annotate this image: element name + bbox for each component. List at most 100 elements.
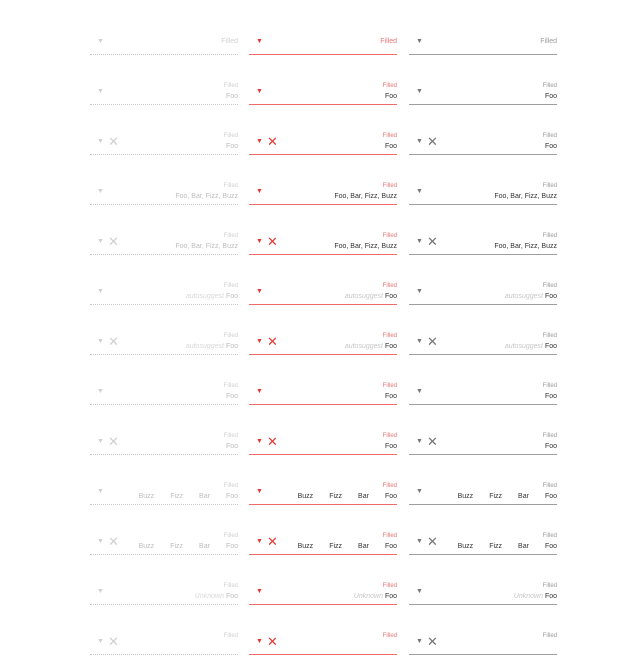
field-underline [90, 204, 238, 205]
clear-icon[interactable]: ✕ [427, 434, 438, 449]
clear-icon[interactable]: ✕ [267, 634, 278, 649]
chip[interactable]: Fizz [489, 543, 503, 550]
field-label: Filled [542, 483, 557, 489]
dropdown-arrow-icon[interactable]: ▼ [416, 38, 423, 45]
field-underline [409, 404, 557, 405]
dropdown-arrow-icon: ▼ [97, 488, 104, 495]
dropdown-arrow-icon[interactable]: ▼ [256, 588, 263, 595]
dropdown-arrow-icon[interactable]: ▼ [416, 188, 423, 195]
clear-icon[interactable]: ✕ [267, 434, 278, 449]
select-field-default[interactable]: ▼ Filled Foo [409, 380, 557, 406]
chip[interactable]: Fizz [489, 493, 503, 500]
dropdown-arrow-icon[interactable]: ▼ [256, 38, 263, 45]
field-underline [249, 54, 397, 55]
chip[interactable]: Fizz [329, 543, 343, 550]
dropdown-arrow-icon[interactable]: ▼ [256, 138, 263, 145]
dropdown-arrow-icon[interactable]: ▼ [416, 638, 423, 645]
chip[interactable]: Bar [518, 493, 529, 500]
chip[interactable]: Bar [358, 543, 369, 550]
chip[interactable]: Foo [544, 493, 557, 500]
clear-icon[interactable]: ✕ [267, 534, 278, 549]
dropdown-arrow-icon[interactable]: ▼ [416, 488, 423, 495]
dropdown-arrow-icon[interactable]: ▼ [416, 138, 423, 145]
dropdown-arrow-icon[interactable]: ▼ [256, 388, 263, 395]
select-field-default[interactable]: ▼ Filled autosuggest Foo [409, 280, 557, 306]
clear-icon[interactable]: ✕ [427, 134, 438, 149]
chip[interactable]: Fizz [329, 493, 343, 500]
select-field-default[interactable]: ▼ Filled Foo, Bar, Fizz, Buzz [409, 180, 557, 206]
select-field-focused[interactable]: ▼ ✕ Filled Foo, Bar, Fizz, Buzz [249, 230, 397, 256]
chip[interactable]: Buzz [457, 493, 474, 500]
dropdown-arrow-icon[interactable]: ▼ [416, 388, 423, 395]
dropdown-arrow-icon[interactable]: ▼ [416, 238, 423, 245]
select-field-disabled: ▼ Filled Foo [90, 380, 238, 406]
select-field-default[interactable]: ▼ ✕ Filled Foo [409, 130, 557, 156]
field-label: Filled [223, 83, 238, 89]
select-field-default[interactable]: ▼ ✕ Filled autosuggest Foo [409, 330, 557, 356]
field-value: autosuggest Foo [505, 342, 557, 351]
select-field-focused[interactable]: ▼ ✕ Filled Foo [249, 430, 397, 456]
chip[interactable]: Buzz [457, 543, 474, 550]
dropdown-arrow-icon[interactable]: ▼ [256, 338, 263, 345]
select-field-focused[interactable]: ▼ Filled [249, 30, 397, 56]
chip[interactable]: Buzz [297, 493, 314, 500]
chip[interactable]: Foo [384, 543, 397, 550]
field-underline [249, 654, 397, 655]
select-field-default[interactable]: ▼ ✕ Filled Foo, Bar, Fizz, Buzz [409, 230, 557, 256]
clear-icon[interactable]: ✕ [427, 334, 438, 349]
select-field-focused[interactable]: ▼ Filled Foo [249, 80, 397, 106]
select-field-default[interactable]: ▼ Filled Foo [409, 80, 557, 106]
dropdown-arrow-icon[interactable]: ▼ [256, 538, 263, 545]
select-field-focused[interactable]: ▼ ✕ Filled autosuggest Foo [249, 330, 397, 356]
field-underline [409, 354, 557, 355]
dropdown-arrow-icon[interactable]: ▼ [416, 338, 423, 345]
field-underline [409, 104, 557, 105]
select-field-focused[interactable]: ▼ Filled autosuggest Foo [249, 280, 397, 306]
dropdown-arrow-icon[interactable]: ▼ [416, 288, 423, 295]
select-field-default[interactable]: ▼ Filled [409, 30, 557, 56]
field-underline [249, 604, 397, 605]
select-field-default[interactable]: ▼ Filled Unknown Foo [409, 580, 557, 606]
dropdown-arrow-icon[interactable]: ▼ [416, 438, 423, 445]
dropdown-arrow-icon[interactable]: ▼ [416, 588, 423, 595]
chip-list: Foo Bar Fizz Buzz [458, 542, 557, 551]
dropdown-arrow-icon[interactable]: ▼ [256, 638, 263, 645]
dropdown-arrow-icon[interactable]: ▼ [416, 538, 423, 545]
dropdown-arrow-icon[interactable]: ▼ [256, 188, 263, 195]
dropdown-arrow-icon: ▼ [97, 388, 104, 395]
select-field-focused[interactable]: ▼ ✕ Filled Foo [249, 130, 397, 156]
select-field-focused[interactable]: ▼ Filled Foo, Bar, Fizz, Buzz [249, 180, 397, 206]
field-label: Filled [382, 83, 397, 89]
dropdown-arrow-icon[interactable]: ▼ [256, 238, 263, 245]
select-field-focused[interactable]: ▼ ✕ Filled [249, 630, 397, 656]
select-field-default[interactable]: ▼ ✕ Filled Foo Bar Fizz Buzz [409, 530, 557, 556]
chip[interactable]: Foo [384, 493, 397, 500]
select-field-focused[interactable]: ▼ Filled Foo [249, 380, 397, 406]
clear-icon[interactable]: ✕ [427, 534, 438, 549]
clear-icon[interactable]: ✕ [427, 234, 438, 249]
chip[interactable]: Bar [518, 543, 529, 550]
dropdown-arrow-icon[interactable]: ▼ [256, 288, 263, 295]
chip[interactable]: Bar [358, 493, 369, 500]
select-field-focused[interactable]: ▼ Filled Unknown Foo [249, 580, 397, 606]
clear-icon[interactable]: ✕ [427, 634, 438, 649]
dropdown-arrow-icon[interactable]: ▼ [256, 438, 263, 445]
chip[interactable]: Buzz [297, 543, 314, 550]
select-field-default[interactable]: ▼ Filled Foo Bar Fizz Buzz [409, 480, 557, 506]
clear-icon[interactable]: ✕ [267, 134, 278, 149]
select-field-focused[interactable]: ▼ Filled Foo Bar Fizz Buzz [249, 480, 397, 506]
select-field-default[interactable]: ▼ ✕ Filled Foo [409, 430, 557, 456]
dropdown-arrow-icon: ▼ [97, 288, 104, 295]
select-field-focused[interactable]: ▼ ✕ Filled Foo Bar Fizz Buzz [249, 530, 397, 556]
chip: Foo [225, 543, 238, 550]
field-label: Filled [542, 183, 557, 189]
dropdown-arrow-icon[interactable]: ▼ [256, 488, 263, 495]
field-value: autosuggest Foo [186, 342, 238, 351]
select-field-default[interactable]: ▼ ✕ Filled [409, 630, 557, 656]
clear-icon[interactable]: ✕ [267, 234, 278, 249]
autosuggest-hint: autosuggest [344, 293, 383, 300]
chip[interactable]: Foo [544, 543, 557, 550]
dropdown-arrow-icon[interactable]: ▼ [256, 88, 263, 95]
clear-icon[interactable]: ✕ [267, 334, 278, 349]
dropdown-arrow-icon[interactable]: ▼ [416, 88, 423, 95]
